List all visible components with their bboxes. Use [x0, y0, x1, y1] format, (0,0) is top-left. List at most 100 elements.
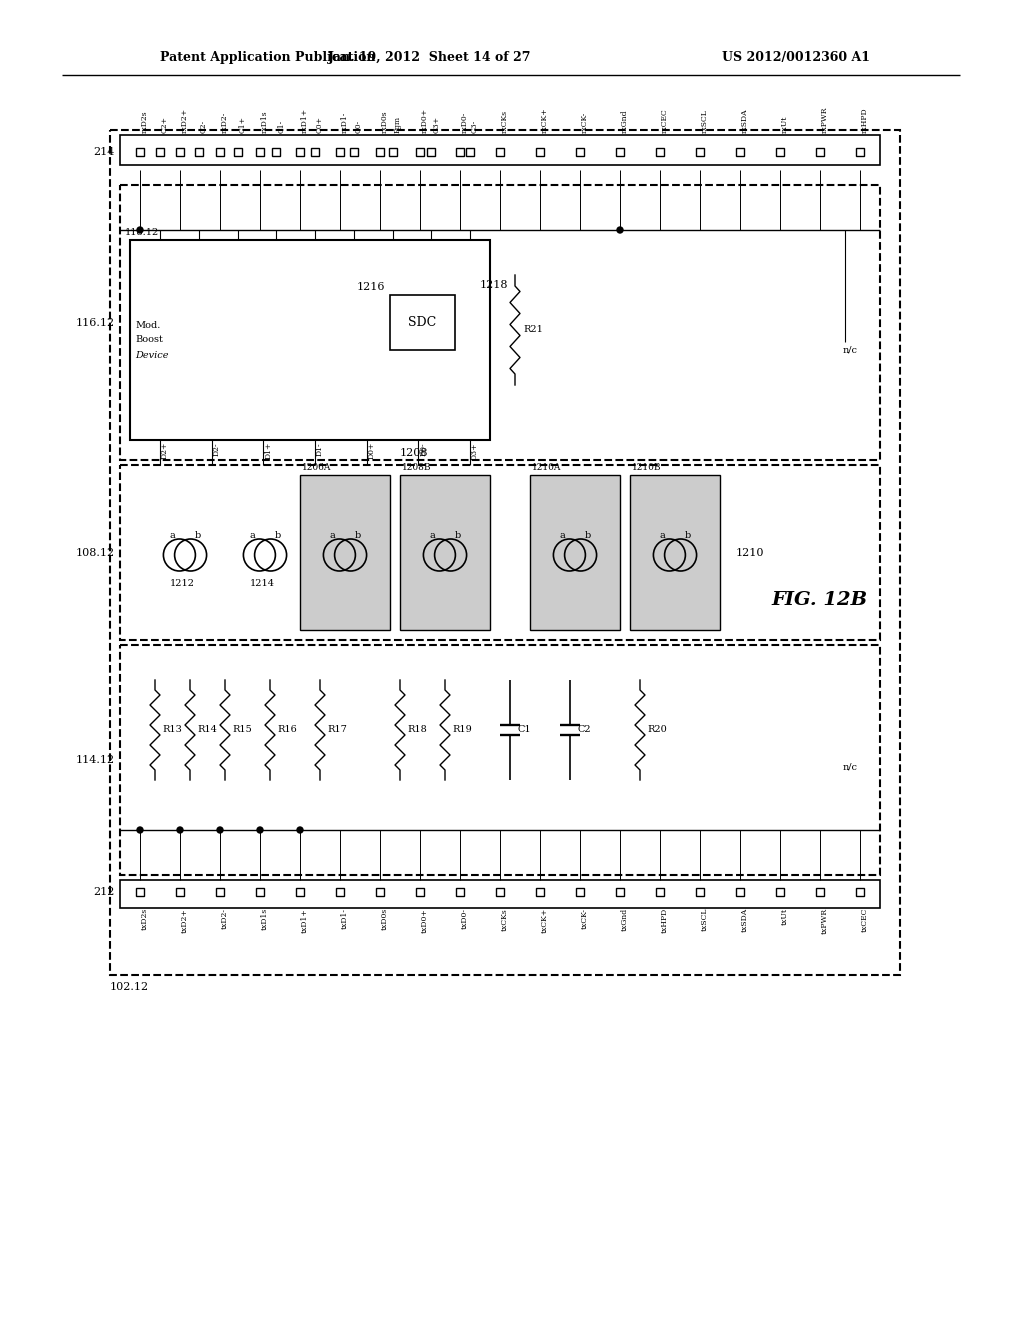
Bar [195, 148, 203, 156]
Text: b: b [274, 531, 282, 540]
Text: rxCEC: rxCEC [662, 108, 669, 133]
Bar [466, 148, 474, 156]
Bar [776, 148, 784, 156]
Text: 1208: 1208 [400, 447, 428, 458]
Bar [376, 148, 384, 156]
Text: txD0+: txD0+ [421, 908, 429, 933]
Bar [130, 240, 490, 440]
Text: 1210: 1210 [736, 548, 764, 557]
Bar [400, 475, 490, 630]
Bar [336, 888, 344, 896]
Bar [696, 888, 705, 896]
Bar [856, 888, 864, 896]
Bar [616, 888, 624, 896]
Bar [120, 465, 880, 640]
Text: a: a [429, 531, 435, 540]
Text: txSCL: txSCL [701, 908, 709, 932]
Text: rxD1-: rxD1- [341, 112, 349, 133]
Text: R15: R15 [232, 726, 252, 734]
Text: rxCK+: rxCK+ [541, 107, 549, 133]
Bar [120, 645, 880, 875]
Bar [496, 888, 504, 896]
Text: txCK-: txCK- [581, 908, 589, 929]
Circle shape [177, 828, 183, 833]
Bar [176, 888, 184, 896]
Bar [416, 148, 424, 156]
Text: Pgm: Pgm [393, 116, 401, 133]
Text: rxD1+: rxD1+ [301, 108, 309, 133]
Text: txCKs: txCKs [501, 908, 509, 931]
Bar [656, 888, 664, 896]
Text: rxCKs: rxCKs [501, 110, 509, 133]
Bar [256, 888, 264, 896]
Circle shape [297, 828, 303, 833]
Bar [176, 148, 184, 156]
Text: rxUt: rxUt [781, 116, 790, 133]
Bar [536, 148, 544, 156]
Bar [656, 148, 664, 156]
Circle shape [217, 828, 223, 833]
Text: txD2-: txD2- [221, 908, 229, 929]
Text: 1210B: 1210B [632, 463, 662, 473]
Bar [390, 294, 455, 350]
Bar [736, 148, 744, 156]
Text: 108.12: 108.12 [76, 548, 115, 557]
Text: 1218: 1218 [480, 280, 509, 290]
Text: txD0s: txD0s [381, 908, 389, 931]
Text: txCEC: txCEC [861, 908, 869, 932]
Text: 118.12: 118.12 [125, 228, 160, 238]
Text: 1216: 1216 [356, 282, 385, 292]
Text: US 2012/0012360 A1: US 2012/0012360 A1 [722, 51, 870, 65]
Text: C2-: C2- [200, 120, 208, 133]
Text: a: a [329, 531, 335, 540]
Text: C3-: C3- [471, 120, 479, 133]
Text: Patent Application Publication: Patent Application Publication [160, 51, 376, 65]
Bar [272, 148, 281, 156]
Text: R16: R16 [278, 726, 297, 734]
Text: R13: R13 [162, 726, 182, 734]
Text: txUt: txUt [781, 908, 790, 925]
Bar [336, 148, 344, 156]
Text: 1208B: 1208B [402, 463, 431, 473]
Bar [776, 888, 784, 896]
Text: 116.12: 116.12 [76, 318, 115, 327]
Text: rxD0s: rxD0s [381, 111, 389, 133]
Text: R17: R17 [327, 726, 347, 734]
Text: b: b [455, 531, 461, 540]
Bar [456, 888, 464, 896]
Bar [736, 888, 744, 896]
Bar [416, 888, 424, 896]
Text: R18: R18 [407, 726, 427, 734]
Text: 1206A: 1206A [302, 463, 332, 473]
Text: rxD2s: rxD2s [141, 111, 150, 133]
Bar [496, 148, 504, 156]
Text: D0-: D0- [420, 442, 427, 455]
Bar [120, 135, 880, 165]
Text: rxSDA: rxSDA [741, 108, 749, 133]
Text: txGnd: txGnd [621, 908, 629, 931]
Text: Device: Device [135, 351, 169, 359]
Text: rxGnd: rxGnd [621, 110, 629, 133]
Circle shape [617, 227, 623, 234]
Text: R21: R21 [523, 326, 543, 334]
Text: C1-: C1- [278, 120, 286, 133]
Text: C1: C1 [517, 726, 530, 734]
Bar [630, 475, 720, 630]
Text: b: b [195, 531, 201, 540]
Text: R19: R19 [452, 726, 472, 734]
Text: txD2+: txD2+ [181, 908, 189, 933]
Bar [376, 888, 384, 896]
Text: Jan. 19, 2012  Sheet 14 of 27: Jan. 19, 2012 Sheet 14 of 27 [329, 51, 531, 65]
Text: FIG. 12B: FIG. 12B [772, 591, 868, 609]
Text: D1-: D1- [316, 442, 324, 455]
Text: SDC: SDC [409, 315, 436, 329]
Bar [427, 148, 435, 156]
Text: R14: R14 [197, 726, 217, 734]
Bar [311, 148, 319, 156]
Text: b: b [355, 531, 361, 540]
Bar [233, 148, 242, 156]
Bar [536, 888, 544, 896]
Text: C2: C2 [577, 726, 591, 734]
Text: Boost: Boost [135, 335, 163, 345]
Text: a: a [169, 531, 175, 540]
